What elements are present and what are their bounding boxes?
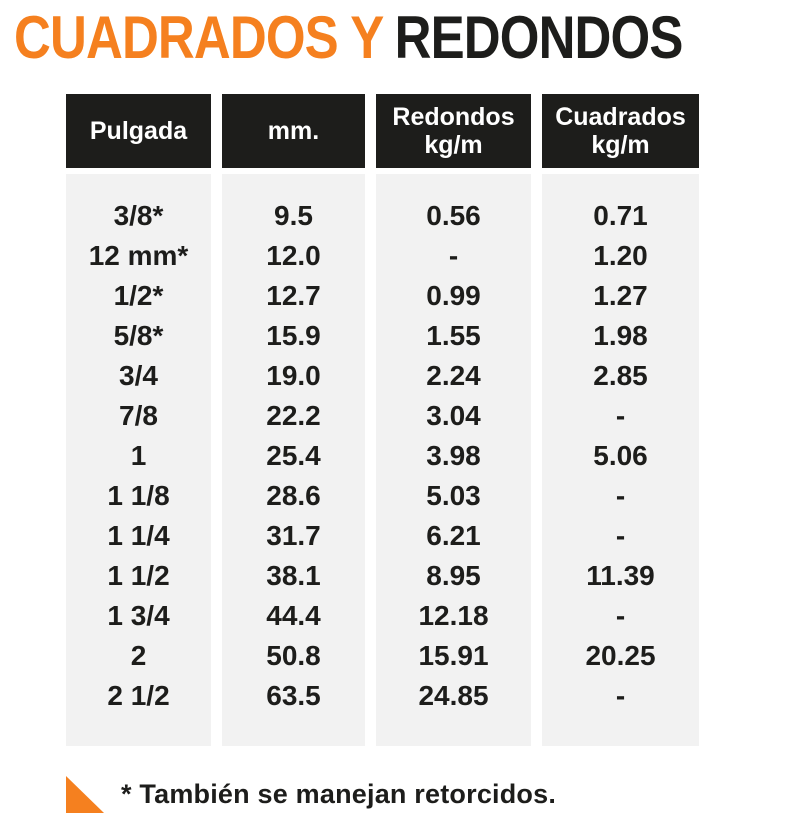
table-cell-pulgada: 3/4 (119, 360, 158, 391)
table-cell-redondos_kg_m: 3.04 (426, 400, 481, 431)
table-cell-redondos_kg_m: 0.99 (426, 280, 481, 311)
table-cell-cuadrados_kg_m: 1.98 (593, 320, 648, 351)
table-cell-cuadrados_kg_m: 20.25 (585, 640, 656, 671)
column-cuadrados-kg-m: 0.71 1.20 1.27 1.98 2.85 - 5.06 - - 11.39 - 20.25 - (542, 174, 699, 746)
table-cell-cuadrados_kg_m: - (615, 400, 626, 431)
table-cell-cuadrados_kg_m: - (615, 680, 626, 711)
corner-triangle-icon (66, 776, 104, 813)
table-cell-cuadrados_kg_m: 1.20 (593, 240, 648, 271)
page: CUADRADOS Y REDONDOS Pulgada mm. Redondos… (0, 8, 792, 826)
table-cell-mm: 19.0 (266, 360, 321, 391)
table-cell-mm: 25.4 (266, 440, 321, 471)
header-redondos-label: Redondos kg/m (392, 103, 515, 159)
table-cell-mm: 50.8 (266, 640, 321, 671)
table-cell-mm: 15.9 (266, 320, 321, 351)
table-cell-mm: 9.5 (274, 200, 313, 231)
header-pulgada: Pulgada (66, 94, 211, 168)
table-cell-cuadrados_kg_m: - (615, 520, 626, 551)
header-redondos: Redondos kg/m (376, 94, 531, 168)
table-cell-cuadrados_kg_m: 0.71 (593, 200, 648, 231)
table-cell-pulgada: 2 (130, 640, 147, 671)
table-cell-cuadrados_kg_m: 2.85 (593, 360, 648, 391)
table-cell-pulgada: 1 1/4 (107, 520, 170, 551)
table-cell-redondos_kg_m: 5.03 (426, 480, 481, 511)
table-cell-pulgada: 1 (130, 440, 147, 471)
table-cell-pulgada: 1 1/2 (107, 560, 170, 591)
footnote: * También se manejan retorcidos. (66, 776, 792, 813)
table-cell-cuadrados_kg_m: - (615, 480, 626, 511)
table-cell-mm: 44.4 (266, 600, 321, 631)
table-cell-mm: 38.1 (266, 560, 321, 591)
table-cell-pulgada: 1/2* (113, 280, 164, 311)
table-cell-pulgada: 7/8 (119, 400, 158, 431)
table-cell-redondos_kg_m: 1.55 (426, 320, 481, 351)
footnote-text: * También se manejan retorcidos. (121, 779, 557, 809)
table-cell-redondos_kg_m: 3.98 (426, 440, 481, 471)
header-cuadrados-label: Cuadrados kg/m (555, 103, 686, 159)
table-cell-redondos_kg_m: 12.18 (418, 600, 489, 631)
table-cell-redondos_kg_m: 2.24 (426, 360, 481, 391)
column-redondos-kg-m: 0.56 - 0.99 1.55 2.24 3.04 3.98 5.03 6.21 8.95 12.… (376, 174, 531, 746)
table-cell-redondos_kg_m: 6.21 (426, 520, 481, 551)
header-pulgada-label: Pulgada (89, 117, 188, 145)
table-cell-cuadrados_kg_m: 1.27 (593, 280, 648, 311)
table-cell-redondos_kg_m: 24.85 (418, 680, 489, 711)
title-accent-part: CUADRADOS Y (14, 4, 384, 71)
table-cell-mm: 28.6 (266, 480, 321, 511)
table-cell-pulgada: 1 3/4 (107, 600, 170, 631)
table-cell-mm: 31.7 (266, 520, 321, 551)
column-pulgada: 3/8* 12 mm* 1/2* 5/8* 3/4 7/8 1 1 1/8 1 1/4 1 1/2… (66, 174, 211, 746)
table-cell-pulgada: 3/8* (113, 200, 164, 231)
column-mm: 9.5 12.0 12.7 15.9 19.0 22.2 25.4 28.6 31.7 38.1 4… (222, 174, 365, 746)
header-mm: mm. (222, 94, 365, 168)
table-cell-mm: 12.7 (266, 280, 321, 311)
page-title: CUADRADOS Y REDONDOS (14, 8, 792, 68)
sizes-table: Pulgada mm. Redondos kg/m Cuadrados kg/m… (66, 94, 792, 746)
page-title-text: CUADRADOS Y REDONDOS (14, 8, 683, 68)
table-cell-mm: 22.2 (266, 400, 321, 431)
table-cell-pulgada: 5/8* (113, 320, 164, 351)
table-cell-pulgada: 1 1/8 (107, 480, 170, 511)
table-cell-redondos_kg_m: 15.91 (418, 640, 489, 671)
table-cell-redondos_kg_m: - (448, 240, 459, 271)
table-cell-mm: 63.5 (266, 680, 321, 711)
table-cell-cuadrados_kg_m: 5.06 (593, 440, 648, 471)
table-cell-pulgada: 2 1/2 (107, 680, 170, 711)
table-cell-cuadrados_kg_m: - (615, 600, 626, 631)
table-cell-pulgada: 12 mm* (88, 240, 189, 271)
header-cuadrados: Cuadrados kg/m (542, 94, 699, 168)
title-dark-part: REDONDOS (394, 4, 684, 71)
table-cell-redondos_kg_m: 8.95 (426, 560, 481, 591)
table-cell-redondos_kg_m: 0.56 (426, 200, 481, 231)
table-cell-cuadrados_kg_m: 11.39 (586, 560, 655, 591)
header-mm-label: mm. (267, 117, 320, 145)
table-cell-mm: 12.0 (266, 240, 321, 271)
